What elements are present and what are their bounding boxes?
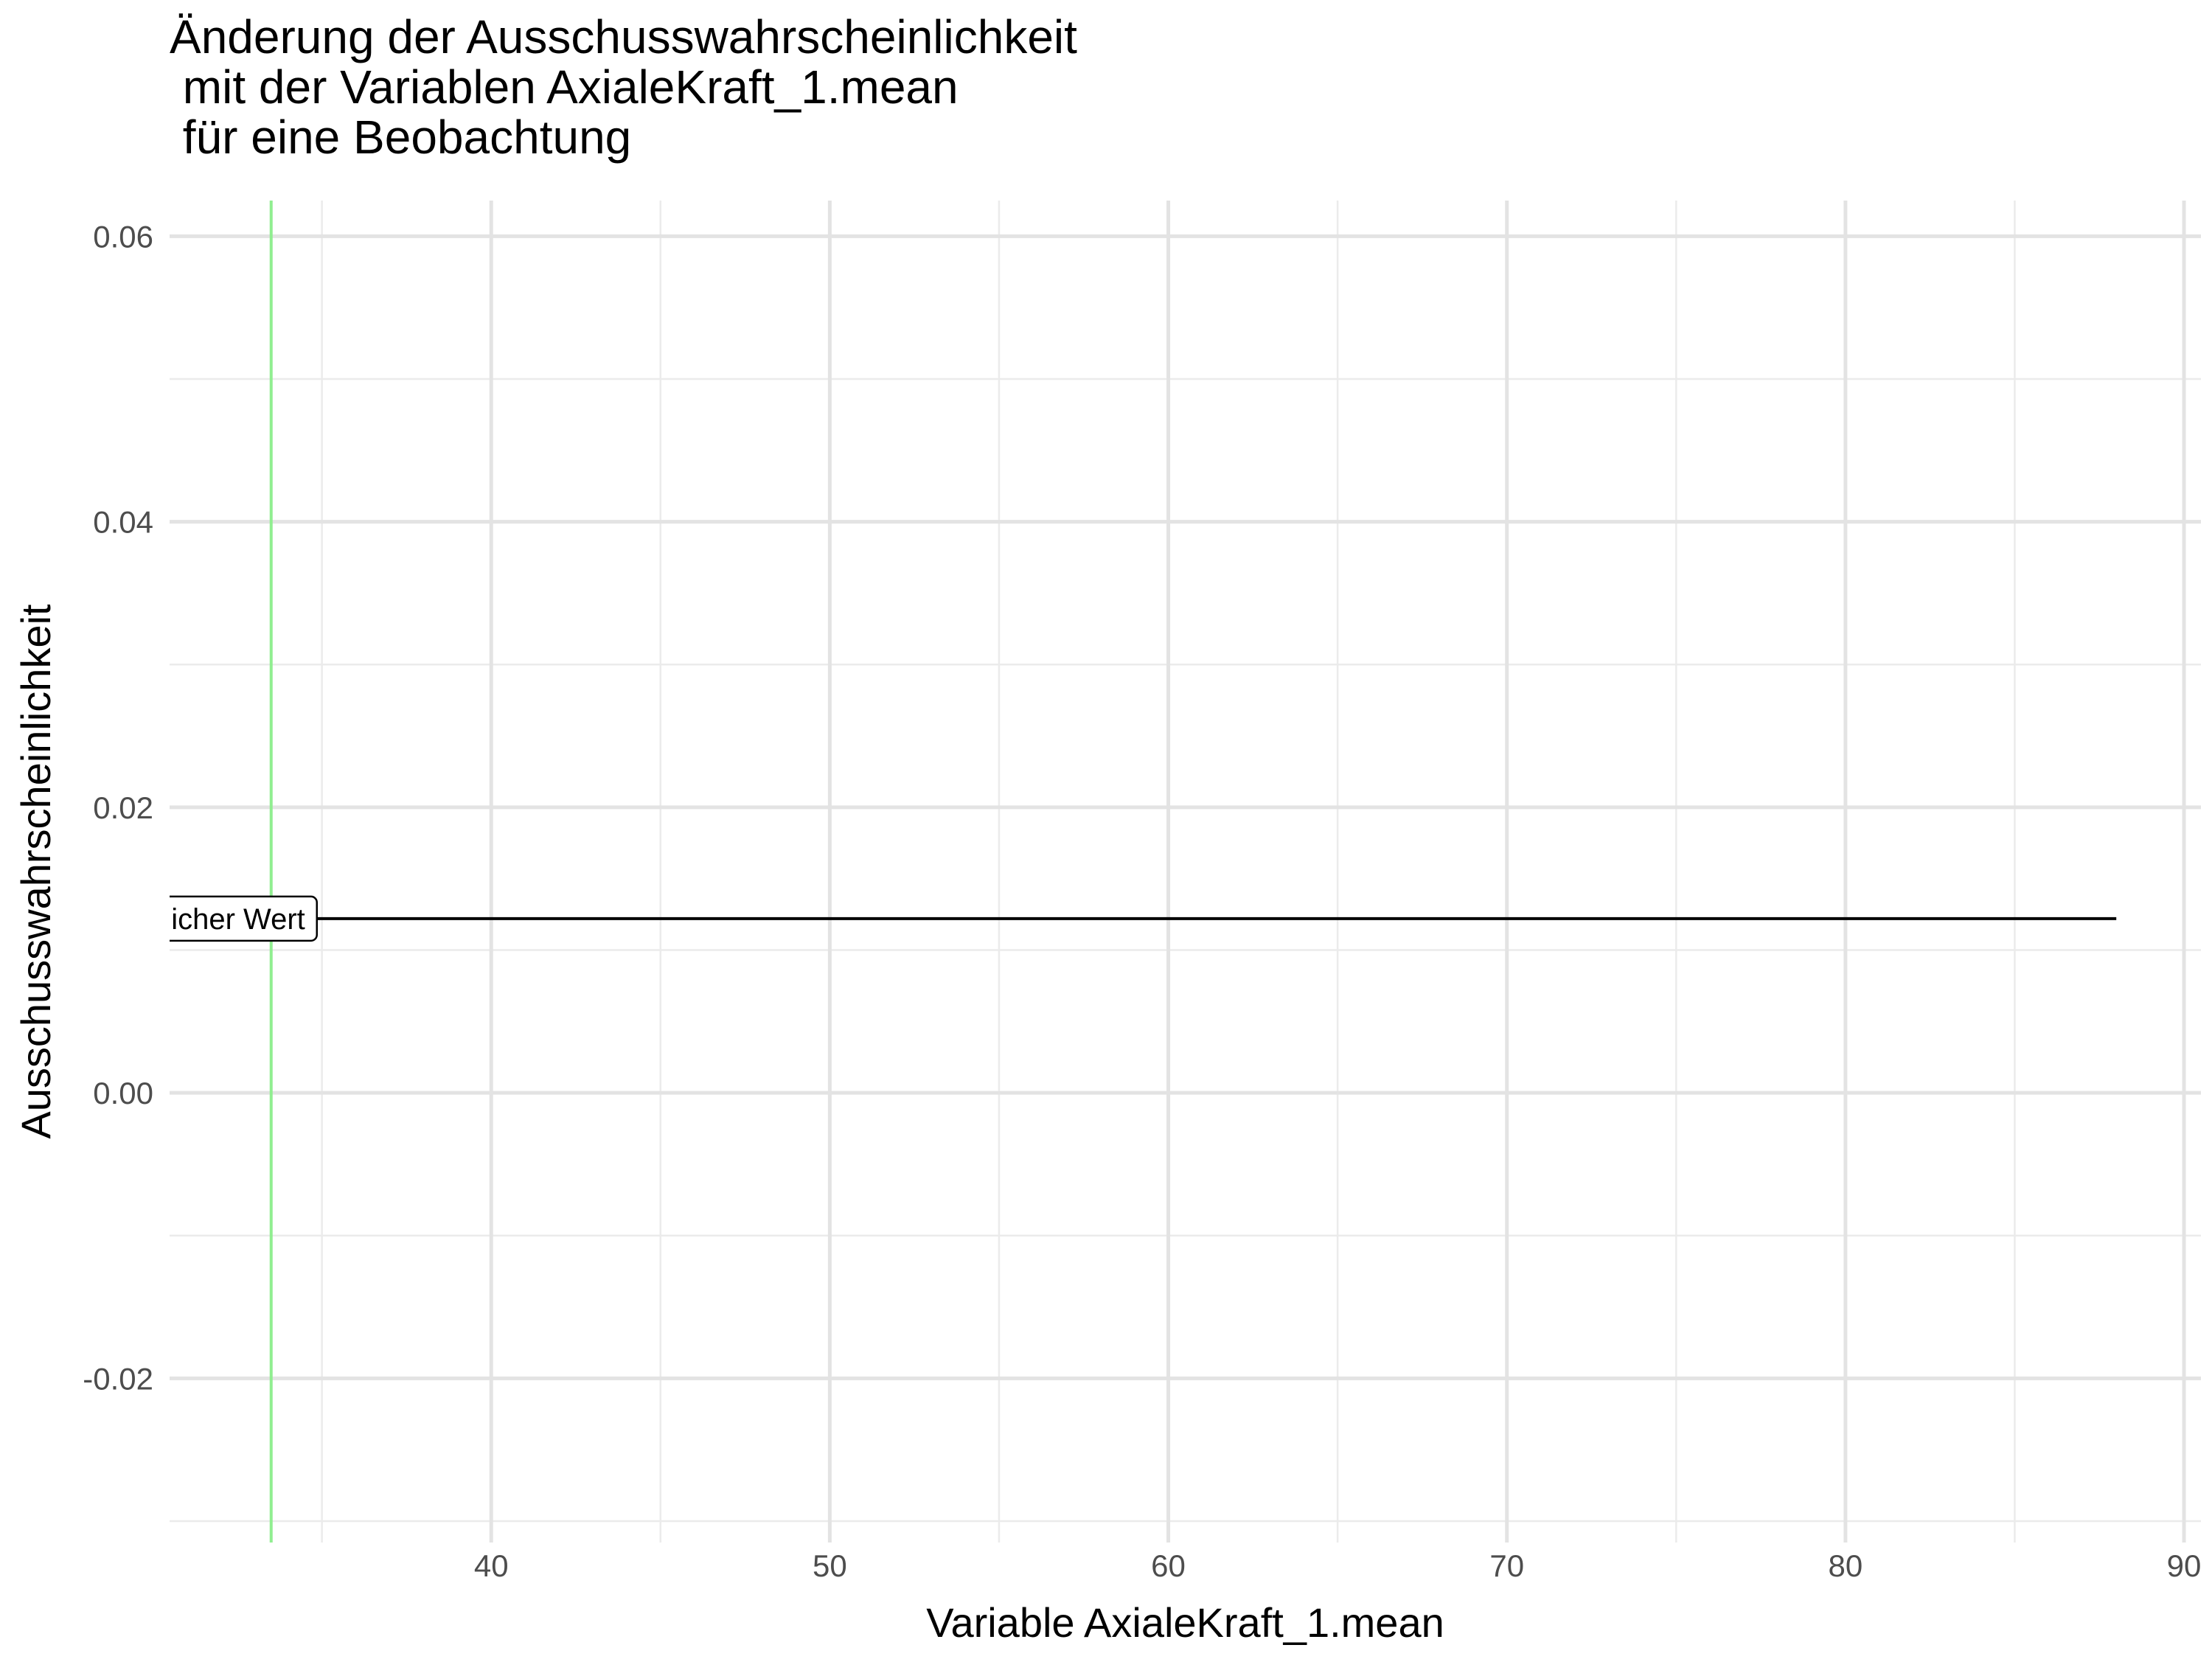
chart-title-line: mit der Variablen AxialeKraft_1.mean xyxy=(170,60,959,114)
y-tick-label: 0.04 xyxy=(93,505,153,540)
annotation-label: sächlicher Wert xyxy=(102,895,318,942)
x-tick-label: 70 xyxy=(1489,1548,1524,1583)
y-axis-title: Ausschusswahrscheinlichkeit xyxy=(13,604,59,1139)
annotation-box xyxy=(170,895,318,942)
x-tick-label: 60 xyxy=(1151,1548,1186,1583)
x-tick-label: 90 xyxy=(2167,1548,2202,1583)
x-axis-title: Variable AxialeKraft_1.mean xyxy=(926,1599,1444,1646)
x-tick-label: 40 xyxy=(474,1548,509,1583)
annotation: sächlicher Wert xyxy=(102,895,318,942)
y-axis-ticks: -0.02 0.00 0.02 0.04 0.06 xyxy=(83,219,153,1396)
chart-title: Änderung der Ausschusswahrscheinlichkeit… xyxy=(170,10,1077,164)
y-tick-label: -0.02 xyxy=(83,1361,153,1396)
x-axis-ticks: 40 50 60 70 80 90 xyxy=(474,1548,2202,1583)
major-gridlines xyxy=(170,201,2201,1543)
minor-gridlines xyxy=(170,201,2201,1543)
data-series xyxy=(186,201,2117,1543)
chart-title-line: für eine Beobachtung xyxy=(170,111,631,164)
x-tick-label: 50 xyxy=(813,1548,847,1583)
y-tick-label: 0.00 xyxy=(93,1076,153,1110)
y-tick-label: 0.02 xyxy=(93,790,153,825)
y-tick-label: 0.06 xyxy=(93,219,153,254)
chart-title-line: Änderung der Ausschusswahrscheinlichkeit xyxy=(170,10,1077,63)
annotation-text: sächlicher Wert xyxy=(102,903,305,936)
x-tick-label: 80 xyxy=(1829,1548,1863,1583)
